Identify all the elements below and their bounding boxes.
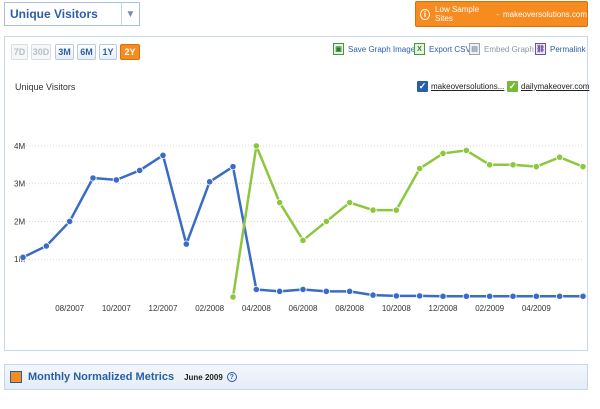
series-line [231, 144, 584, 298]
data-point [439, 149, 447, 158]
warning-separator: - [496, 9, 499, 19]
data-point [182, 240, 190, 248]
permalink-label: Permalink [550, 44, 586, 54]
x-tick-label: 06/2008 [289, 304, 318, 313]
embed-graph-label: Embed Graph [484, 44, 534, 54]
x-tick-label: 02/2008 [195, 304, 224, 313]
data-point [579, 163, 587, 171]
warning-text: Low Sample Sites [435, 5, 480, 23]
data-point [556, 292, 564, 300]
y-tick-label: 2M [14, 217, 25, 226]
data-point [136, 166, 144, 175]
link-icon: ⛓ [535, 43, 546, 55]
data-point [322, 217, 330, 226]
export-csv-label: Export CSV [429, 44, 471, 54]
line-chart: 1M 2M 3M 4M 08/2007 10/2007 12/2007 02/2008 04/2… [14, 142, 587, 313]
warning-site: makeoversolutions.com [502, 9, 587, 19]
data-point [42, 242, 50, 250]
data-point [229, 163, 237, 171]
save-graph-label: Save Graph Image [348, 44, 416, 54]
data-point [509, 292, 517, 300]
y-tick-label: 3M [14, 180, 25, 189]
data-point [299, 285, 307, 294]
chevron-down-icon[interactable]: ▼ [121, 3, 139, 25]
data-point [276, 287, 284, 295]
y-tick-label: 1M [14, 255, 25, 264]
legend-label-dailymakeover: dailymakeover.com [521, 82, 590, 91]
x-tick-label: 12/2007 [149, 304, 178, 313]
series-line [22, 154, 583, 298]
metric-selector[interactable]: Unique Visitors ▼ [4, 2, 140, 26]
low-sample-warning: i Low Sample Sites - makeoversolutions.c… [415, 1, 588, 27]
period-button-1y[interactable]: 1Y [99, 44, 117, 60]
metric-selector-label: Unique Visitors [10, 7, 98, 21]
data-point [276, 198, 284, 207]
period-button-2y[interactable]: 2Y [120, 44, 140, 60]
metrics-date: June 2009 [184, 372, 223, 382]
data-point [346, 198, 354, 207]
info-icon: i [420, 8, 431, 20]
legend-item-makeoversolutions[interactable]: ✓ makeoversolutions... [417, 81, 504, 92]
data-point [579, 292, 587, 300]
x-tick-label: 02/2009 [475, 304, 504, 313]
data-point [66, 217, 74, 226]
checkbox-checked-icon[interactable]: ✓ [417, 81, 428, 92]
monthly-metrics-bar[interactable]: Monthly Normalized Metrics June 2009 ? [4, 364, 588, 390]
period-button-6m[interactable]: 6M [77, 44, 96, 60]
y-tick-label: 4M [14, 142, 25, 151]
period-button-7d: 7D [11, 44, 28, 60]
data-point [229, 293, 237, 301]
period-button-30d: 30D [31, 44, 51, 60]
x-tick-label: 04/2009 [522, 304, 551, 313]
help-icon[interactable]: ? [226, 372, 237, 382]
data-point [532, 163, 540, 171]
data-point [486, 161, 494, 169]
chart-title: Unique Visitors [15, 82, 76, 92]
x-tick-label: 10/2008 [382, 304, 411, 313]
data-point [416, 292, 424, 300]
data-point [369, 206, 377, 214]
legend-item-dailymakeover[interactable]: ✓ dailymakeover.com [507, 81, 589, 92]
x-tick-label: 10/2007 [102, 304, 131, 313]
data-point [112, 176, 120, 184]
data-point [462, 146, 470, 155]
data-point [299, 236, 307, 244]
data-point [392, 292, 400, 300]
data-point [532, 292, 540, 300]
data-point [416, 164, 424, 173]
checkbox-checked-icon[interactable]: ✓ [507, 81, 518, 92]
data-point [159, 151, 167, 159]
data-point [556, 153, 564, 161]
image-icon: ▣ [333, 43, 344, 55]
data-point [462, 292, 470, 300]
data-point [252, 285, 260, 294]
data-point [206, 178, 214, 186]
x-tick-label: 08/2007 [55, 304, 84, 313]
data-point [252, 142, 260, 150]
x-tick-label: 12/2008 [429, 304, 458, 313]
period-button-3m[interactable]: 3M [55, 44, 74, 60]
data-point [89, 174, 97, 182]
x-tick-label: 04/2008 [242, 304, 271, 313]
embed-graph-button[interactable]: ▤ Embed Graph [469, 43, 534, 55]
export-csv-button[interactable]: X Export CSV [414, 43, 471, 55]
data-point [19, 253, 27, 261]
x-tick-label: 08/2008 [335, 304, 364, 313]
permalink-button[interactable]: ⛓ Permalink [535, 43, 586, 55]
data-point [322, 287, 330, 295]
save-graph-image-button[interactable]: ▣ Save Graph Image [333, 43, 415, 55]
spreadsheet-icon: X [414, 43, 425, 55]
embed-icon: ▤ [469, 43, 480, 55]
data-point [392, 206, 400, 214]
data-point [346, 287, 354, 295]
data-point [369, 291, 377, 299]
chart-toolbar: 7D 30D 3M 6M 1Y 2Y ▣ Save Graph Image X … [5, 37, 587, 65]
metrics-title: Monthly Normalized Metrics [28, 371, 175, 383]
data-point [439, 292, 447, 300]
metrics-icon [10, 371, 22, 383]
chart-panel: 7D 30D 3M 6M 1Y 2Y ▣ Save Graph Image X … [4, 36, 589, 351]
legend-label-makeoversolutions: makeoversolutions... [431, 82, 505, 91]
data-point [486, 292, 494, 300]
data-point [509, 161, 517, 169]
